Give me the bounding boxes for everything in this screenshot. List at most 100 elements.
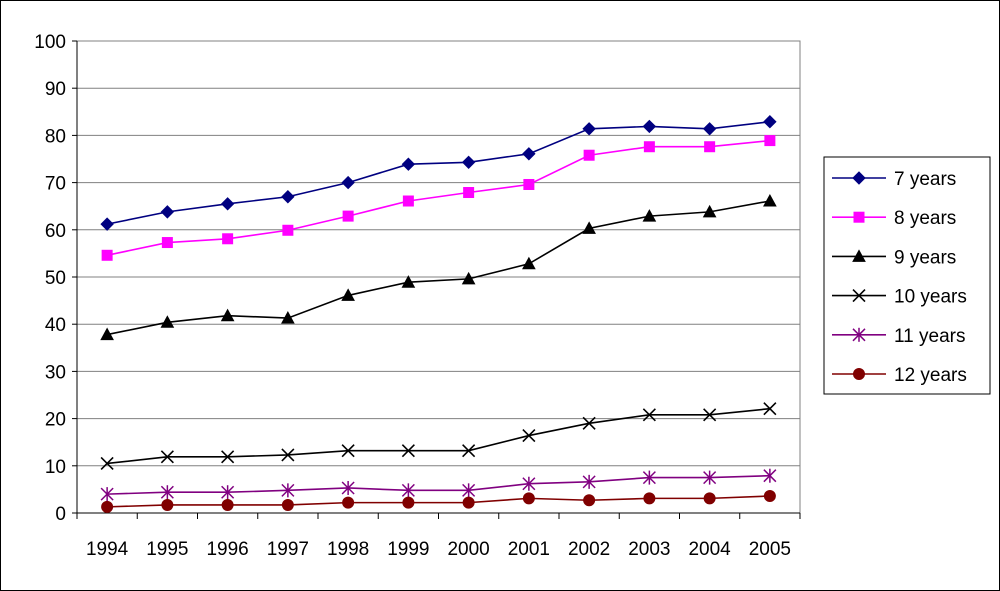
y-tick-label: 20: [45, 410, 66, 431]
x-tick-label: 2001: [508, 539, 550, 560]
data-point: [221, 450, 235, 464]
data-point: [342, 210, 354, 222]
data-point: [763, 193, 777, 207]
data-point: [161, 498, 174, 511]
series-10-years: [100, 402, 777, 471]
legend-label: 10 years: [894, 287, 967, 308]
legend: 7 years 8 years 9 years 10 years 11 years 12 …: [823, 156, 991, 395]
data-point: [341, 480, 355, 495]
data-point: [582, 221, 596, 234]
data-point: [161, 237, 173, 249]
data-point: [160, 450, 174, 464]
data-point: [643, 492, 656, 505]
series-12-years: [101, 490, 776, 513]
data-point: [282, 224, 294, 236]
x-tick-label: 1994: [86, 539, 129, 560]
x-tick-label: 2004: [688, 539, 731, 560]
data-point: [101, 500, 114, 513]
data-point: [401, 444, 415, 458]
data-point: [642, 119, 657, 134]
legend-marker-stroke: [852, 289, 866, 303]
legend-label: 12 years: [894, 365, 967, 386]
y-tick-label: 100: [34, 32, 66, 53]
data-point: [220, 308, 235, 322]
data-point-stroke: [100, 456, 114, 471]
legend-marker: [853, 211, 865, 223]
data-point: [401, 483, 415, 498]
series-8-years: [101, 135, 776, 261]
data-point-stroke: [462, 444, 476, 458]
data-point: [582, 416, 596, 430]
data-point-stroke: [703, 408, 717, 422]
data-point: [462, 496, 475, 509]
data-point: [281, 311, 295, 324]
x-tick-label: 1999: [387, 539, 429, 560]
data-point: [222, 233, 234, 245]
series-line: [106, 120, 770, 225]
legend-marker: [852, 327, 866, 342]
data-point: [583, 494, 596, 507]
series-7-years: [100, 115, 777, 231]
data-point: [221, 485, 235, 500]
data-point: [341, 175, 355, 190]
data-point: [101, 249, 113, 261]
data-point-stroke: [341, 444, 355, 458]
data-point-stroke: [401, 444, 415, 458]
legend-item: 7 years: [832, 169, 956, 190]
gridlines: [77, 87, 800, 467]
data-point: [100, 456, 114, 471]
data-point: [462, 483, 476, 498]
legend-item: 12 years: [832, 365, 967, 386]
data-point-stroke: [642, 408, 656, 422]
legend-label: 9 years: [894, 247, 956, 268]
data-point-stroke: [763, 402, 777, 416]
legend-marker: [853, 368, 865, 380]
x-tick-label: 1995: [146, 539, 188, 560]
legend-item: 10 years: [832, 287, 967, 308]
data-point: [160, 205, 175, 219]
y-tick-label: 10: [45, 457, 66, 478]
data-point-stroke: [582, 416, 596, 430]
data-point-stroke: [160, 450, 174, 464]
data-point: [643, 141, 655, 153]
data-point: [463, 187, 475, 199]
y-tick-label: 0: [55, 504, 66, 525]
legend-item: 11 years: [832, 326, 965, 347]
data-point: [100, 327, 114, 341]
x-tick-label: 2003: [628, 539, 670, 560]
x-tick-label: 1996: [206, 539, 248, 560]
data-point: [462, 444, 476, 458]
axes: 0 10 20 30 40 50 60 70 80 90 100 1994 1995 1996 1997 19…: [34, 32, 801, 560]
y-tick-label: 40: [45, 315, 66, 336]
series-9-years: [100, 193, 777, 341]
legend-marker: [852, 171, 866, 185]
data-point: [220, 197, 235, 211]
legend-label: 11 years: [894, 326, 965, 347]
x-tick-label: 2002: [568, 539, 610, 560]
data-point-stroke: [522, 429, 536, 443]
data-point: [281, 483, 295, 498]
legend-label: 7 years: [894, 169, 956, 190]
data-point: [703, 408, 717, 422]
y-tick-label: 70: [45, 174, 66, 195]
data-point: [522, 476, 536, 491]
data-point: [522, 429, 536, 443]
data-point: [763, 490, 776, 503]
data-point: [461, 271, 476, 285]
data-point: [281, 448, 295, 462]
data-point-stroke: [221, 450, 235, 464]
legend-marker: [852, 249, 866, 262]
data-point: [702, 204, 717, 218]
series-line: [107, 495, 770, 508]
y-tick-label: 80: [45, 126, 66, 147]
data-point: [704, 141, 716, 153]
series-11-years: [100, 468, 777, 502]
data-point: [160, 485, 174, 500]
data-point: [281, 190, 295, 204]
data-point: [342, 496, 355, 509]
data-point: [522, 147, 536, 161]
data-point: [100, 217, 114, 231]
data-point: [703, 492, 716, 505]
data-point: [522, 492, 535, 505]
